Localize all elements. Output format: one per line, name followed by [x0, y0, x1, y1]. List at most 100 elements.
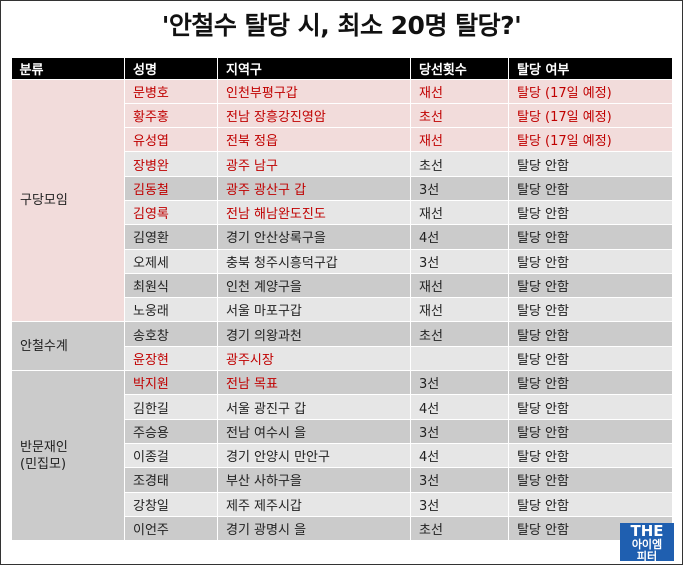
district-cell: 제주 제주시갑: [217, 491, 411, 517]
status-cell: 탈당 안함: [508, 491, 673, 517]
district-cell: 서울 마포구갑: [217, 297, 411, 323]
table-row: 반문재인 (민집모) 박지원 전남 목표 3선 탈당 안함: [11, 370, 673, 542]
table-row: 노웅래 서울 마포구갑 재선 탈당 안함: [12, 297, 673, 323]
name-cell: 노웅래: [124, 297, 218, 323]
category-cell: 안철수계: [11, 321, 125, 372]
district-cell: 부산 사하구을: [217, 467, 411, 493]
name-cell: 황주홍: [124, 102, 218, 129]
status-cell: 탈당 안함: [508, 467, 673, 493]
name-cell: 이종걸: [124, 442, 218, 469]
name-cell: 박지원: [124, 370, 218, 396]
name-cell: 문병호: [124, 78, 218, 104]
table-row: 이종걸 경기 안양시 만안구 4선 탈당 안함: [12, 442, 673, 469]
table-row: 안철수계 송호창 경기 의왕과천 초선 탈당 안함: [11, 321, 673, 372]
name-cell: 김영환: [124, 224, 218, 250]
table-row: 구당모임 문병호 인천부평구갑 재선 탈당 (17일 예정): [11, 78, 673, 323]
terms-cell: 재선: [410, 127, 509, 153]
status-cell: 탈당 안함: [508, 321, 673, 347]
terms-cell: 재선: [410, 199, 509, 226]
table-row: 유성엽 전북 정읍 재선 탈당 (17일 예정): [12, 127, 673, 153]
name-cell: 윤장현: [124, 345, 218, 372]
terms-cell: 3선: [410, 418, 509, 444]
name-cell: 이언주: [124, 515, 218, 542]
name-cell: 김동철: [124, 175, 218, 201]
name-cell: 유성엽: [124, 127, 218, 153]
logo-line3: 피터: [636, 550, 658, 563]
district-cell: 전남 목표: [217, 370, 411, 396]
terms-cell: 4선: [410, 442, 509, 469]
district-cell: 충북 청주시흥덕구갑: [217, 248, 411, 274]
table-row: 김동철 광주 광산구 갑 3선 탈당 안함: [12, 175, 673, 201]
name-cell: 조경태: [124, 467, 218, 493]
header-name: 성명: [124, 58, 218, 79]
header-terms: 당선횟수: [410, 58, 509, 79]
name-cell: 강창일: [124, 491, 218, 517]
terms-cell: 재선: [410, 78, 509, 104]
district-cell: 전남 여수시 을: [217, 418, 411, 444]
name-cell: 오제세: [124, 248, 218, 274]
district-cell: 경기 광명시 을: [217, 515, 411, 542]
name-cell: 김한길: [124, 394, 218, 420]
status-cell: 탈당 (17일 예정): [508, 102, 673, 129]
category-cell: 구당모임: [11, 78, 125, 323]
table-row: 윤장현 광주시장 탈당 안함: [12, 345, 673, 372]
status-cell: 탈당 안함: [508, 248, 673, 274]
terms-cell: 초선: [410, 151, 509, 177]
status-cell: 탈당 안함: [508, 297, 673, 323]
page-title: '안철수 탈당 시, 최소 20명 탈당?': [161, 11, 522, 40]
district-cell: 전남 장흥강진영암: [217, 102, 411, 129]
table-row: 강창일 제주 제주시갑 3선 탈당 안함: [12, 491, 673, 517]
terms-cell: 3선: [410, 370, 509, 396]
status-cell: 탈당 안함: [508, 175, 673, 201]
terms-cell: 재선: [410, 272, 509, 299]
logo: THE 아이엠 피터: [620, 522, 674, 563]
district-cell: 경기 안산상록구을: [217, 224, 411, 250]
district-cell: 광주 남구: [217, 151, 411, 177]
member-table: 분류 성명 지역구 당선횟수 탈당 여부 구당모임 문병호 인천부평구갑 재선 탈당 (…: [11, 58, 673, 542]
table-row: 장병완 광주 남구 초선 탈당 안함: [12, 151, 673, 177]
header-district: 지역구: [217, 58, 411, 79]
table-row: 김영록 전남 해남완도진도 재선 탈당 안함: [12, 199, 673, 226]
status-cell: 탈당 (17일 예정): [508, 127, 673, 153]
terms-cell: 초선: [410, 515, 509, 542]
table-row: 황주홍 전남 장흥강진영암 초선 탈당 (17일 예정): [12, 102, 673, 129]
status-cell: 탈당 안함: [508, 224, 673, 250]
district-cell: 서울 광진구 갑: [217, 394, 411, 420]
terms-cell: 3선: [410, 491, 509, 517]
district-cell: 인천부평구갑: [217, 78, 411, 104]
table-row: 오제세 충북 청주시흥덕구갑 3선 탈당 안함: [12, 248, 673, 274]
name-cell: 주승용: [124, 418, 218, 444]
status-cell: 탈당 안함: [508, 394, 673, 420]
district-cell: 광주시장: [217, 345, 411, 372]
table-row: 김영환 경기 안산상록구을 4선 탈당 안함: [12, 224, 673, 250]
district-cell: 경기 안양시 만안구: [217, 442, 411, 469]
name-cell: 송호창: [124, 321, 218, 347]
district-cell: 광주 광산구 갑: [217, 175, 411, 201]
table-row: 조경태 부산 사하구을 3선 탈당 안함: [12, 467, 673, 493]
district-cell: 전남 해남완도진도: [217, 199, 411, 226]
terms-cell: 4선: [410, 394, 509, 420]
name-cell: 최원식: [124, 272, 218, 299]
status-cell: 탈당 안함: [508, 199, 673, 226]
status-cell: 탈당 안함: [508, 272, 673, 299]
status-cell: 탈당 안함: [508, 370, 673, 396]
header-category: 분류: [11, 58, 125, 79]
district-cell: 인천 계양구을: [217, 272, 411, 299]
terms-cell: 3선: [410, 248, 509, 274]
terms-cell: 재선: [410, 297, 509, 323]
table-row: 김한길 서울 광진구 갑 4선 탈당 안함: [12, 394, 673, 420]
table-row: 최원식 인천 계양구을 재선 탈당 안함: [12, 272, 673, 299]
status-cell: 탈당 안함: [508, 418, 673, 444]
district-cell: 전북 정읍: [217, 127, 411, 153]
terms-cell: 4선: [410, 224, 509, 250]
table-row: 이언주 경기 광명시 을 초선 탈당 안함: [12, 515, 673, 542]
terms-cell: 초선: [410, 321, 509, 347]
logo-line1: THE: [630, 522, 664, 540]
terms-cell: 초선: [410, 102, 509, 129]
name-cell: 김영록: [124, 199, 218, 226]
status-cell: 탈당 안함: [508, 151, 673, 177]
header-status: 탈당 여부: [508, 58, 673, 79]
name-cell: 장병완: [124, 151, 218, 177]
status-cell: 탈당 안함: [508, 442, 673, 469]
terms-cell: [410, 345, 509, 372]
